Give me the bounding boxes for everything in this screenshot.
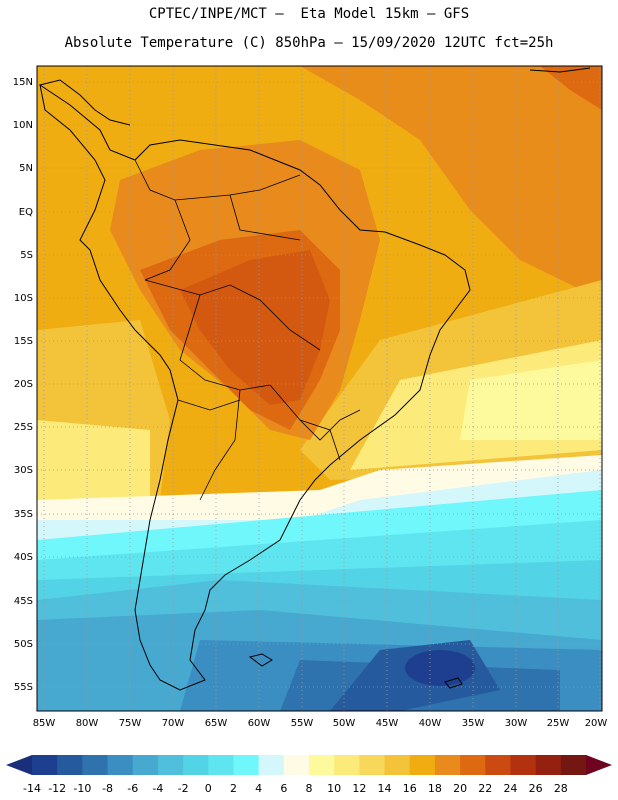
lon-label: 55W <box>291 718 314 729</box>
colorbar: -14 -12 -10 -8 -6 -4 -2 0 2 4 6 8 10 12 14 16 18 20 22 24 26… <box>6 755 612 795</box>
lon-label: 50W <box>333 718 356 729</box>
south-america-coastline <box>39 83 471 691</box>
colorbar-swatch <box>409 755 436 775</box>
falkland-islands <box>248 653 273 667</box>
colorbar-swatch <box>384 755 411 775</box>
colorbar-tick-labels: -14 -12 -10 -8 -6 -4 -2 0 2 4 6 8 10 12 14 16 18 20 22 24 26… <box>23 782 568 795</box>
lon-label: 35W <box>462 718 485 729</box>
lat-label: 40S <box>14 552 33 563</box>
colorbar-tick-label: 8 <box>306 782 313 795</box>
colorbar-tick-label: -4 <box>152 782 163 795</box>
lat-label: EQ <box>19 207 33 218</box>
lon-label: 25W <box>547 718 570 729</box>
lat-label: 30S <box>14 465 33 476</box>
colorbar-swatch <box>485 755 511 775</box>
colorbar-tick-label: 18 <box>428 782 442 795</box>
colorbar-tick-label: -14 <box>23 782 41 795</box>
colorbar-swatch <box>535 755 562 775</box>
colorbar-swatch <box>132 755 159 775</box>
map-frame <box>36 65 603 712</box>
lat-label: 15S <box>14 336 33 347</box>
lon-label: 85W <box>33 718 56 729</box>
lat-label: 55S <box>14 682 33 693</box>
colorbar-tick-label: 28 <box>554 782 568 795</box>
colorbar-swatch <box>510 755 537 775</box>
field-band-m14 <box>405 650 475 686</box>
lat-label: 5S <box>20 250 33 261</box>
colorbar-tick-label: 24 <box>503 782 517 795</box>
lat-label: 45S <box>14 596 33 607</box>
colorbar-left-arrow <box>6 755 32 775</box>
colorbar-swatch <box>434 755 461 775</box>
lon-label: 80W <box>76 718 99 729</box>
field-band-20 <box>300 66 602 300</box>
colorbar-swatch <box>208 755 234 775</box>
colorbar-swatches <box>32 755 587 775</box>
lon-label: 70W <box>162 718 185 729</box>
lon-label: 65W <box>205 718 228 729</box>
colorbar-swatch <box>309 755 335 775</box>
lon-label: 20W <box>585 718 608 729</box>
temperature-map: 15N 10N 5N EQ 5S 10S 15S 20S 25S 30S 35S… <box>13 65 608 729</box>
colorbar-tick-label: -8 <box>102 782 113 795</box>
colorbar-tick-label: 6 <box>280 782 287 795</box>
chart-subtitle: Absolute Temperature (C) 850hPa – 15/09/… <box>64 35 554 51</box>
colorbar-tick-label: 10 <box>327 782 341 795</box>
lat-label: 25S <box>14 422 33 433</box>
lat-label: 10N <box>13 120 33 131</box>
lat-label: 5N <box>19 163 33 174</box>
colorbar-tick-label: 20 <box>453 782 467 795</box>
caribbean-islands <box>529 67 591 73</box>
longitude-labels: 85W 80W 75W 70W 65W 60W 55W 50W 45W 40W … <box>33 718 608 729</box>
colorbar-tick-label: -12 <box>48 782 66 795</box>
colorbar-swatch <box>57 755 83 775</box>
colorbar-swatch <box>32 755 58 775</box>
colorbar-swatch <box>460 755 486 775</box>
colorbar-swatch <box>359 755 386 775</box>
lat-label: 35S <box>14 509 33 520</box>
colorbar-tick-label: 22 <box>478 782 492 795</box>
colorbar-tick-label: 14 <box>378 782 392 795</box>
colorbar-swatch <box>258 755 285 775</box>
colorbar-swatch <box>183 755 209 775</box>
lon-label: 60W <box>248 718 271 729</box>
colorbar-swatch <box>82 755 109 775</box>
chart-title: CPTEC/INPE/MCT – Eta Model 15km – GFS <box>148 6 470 22</box>
lat-label: 10S <box>14 293 33 304</box>
colorbar-swatch <box>107 755 134 775</box>
lon-label: 45W <box>376 718 399 729</box>
colorbar-tick-label: 16 <box>403 782 417 795</box>
colorbar-tick-label: 2 <box>230 782 237 795</box>
lon-label: 75W <box>119 718 142 729</box>
lat-label: 20S <box>14 379 33 390</box>
central-america-coastline <box>39 79 131 126</box>
lat-label: 15N <box>13 77 33 88</box>
colorbar-tick-label: -2 <box>178 782 189 795</box>
lat-label: 50S <box>14 639 33 650</box>
latitude-labels: 15N 10N 5N EQ 5S 10S 15S 20S 25S 30S 35S… <box>13 77 33 693</box>
colorbar-tick-label: 4 <box>255 782 262 795</box>
lon-label: 30W <box>505 718 528 729</box>
colorbar-tick-label: -6 <box>127 782 138 795</box>
lon-label: 40W <box>419 718 442 729</box>
colorbar-tick-label: -10 <box>73 782 91 795</box>
colorbar-swatch <box>560 755 587 775</box>
south-georgia-island <box>444 677 463 689</box>
colorbar-swatch <box>233 755 260 775</box>
country-borders <box>134 159 361 501</box>
colorbar-tick-label: 12 <box>352 782 366 795</box>
field-band-8 <box>460 360 602 440</box>
colorbar-tick-label: 0 <box>205 782 212 795</box>
temperature-field <box>37 66 602 711</box>
colorbar-swatch <box>334 755 360 775</box>
colorbar-swatch <box>283 755 310 775</box>
colorbar-tick-label: 26 <box>529 782 543 795</box>
colorbar-swatch <box>157 755 184 775</box>
field-band-22 <box>540 66 602 110</box>
colorbar-right-arrow <box>586 755 612 775</box>
